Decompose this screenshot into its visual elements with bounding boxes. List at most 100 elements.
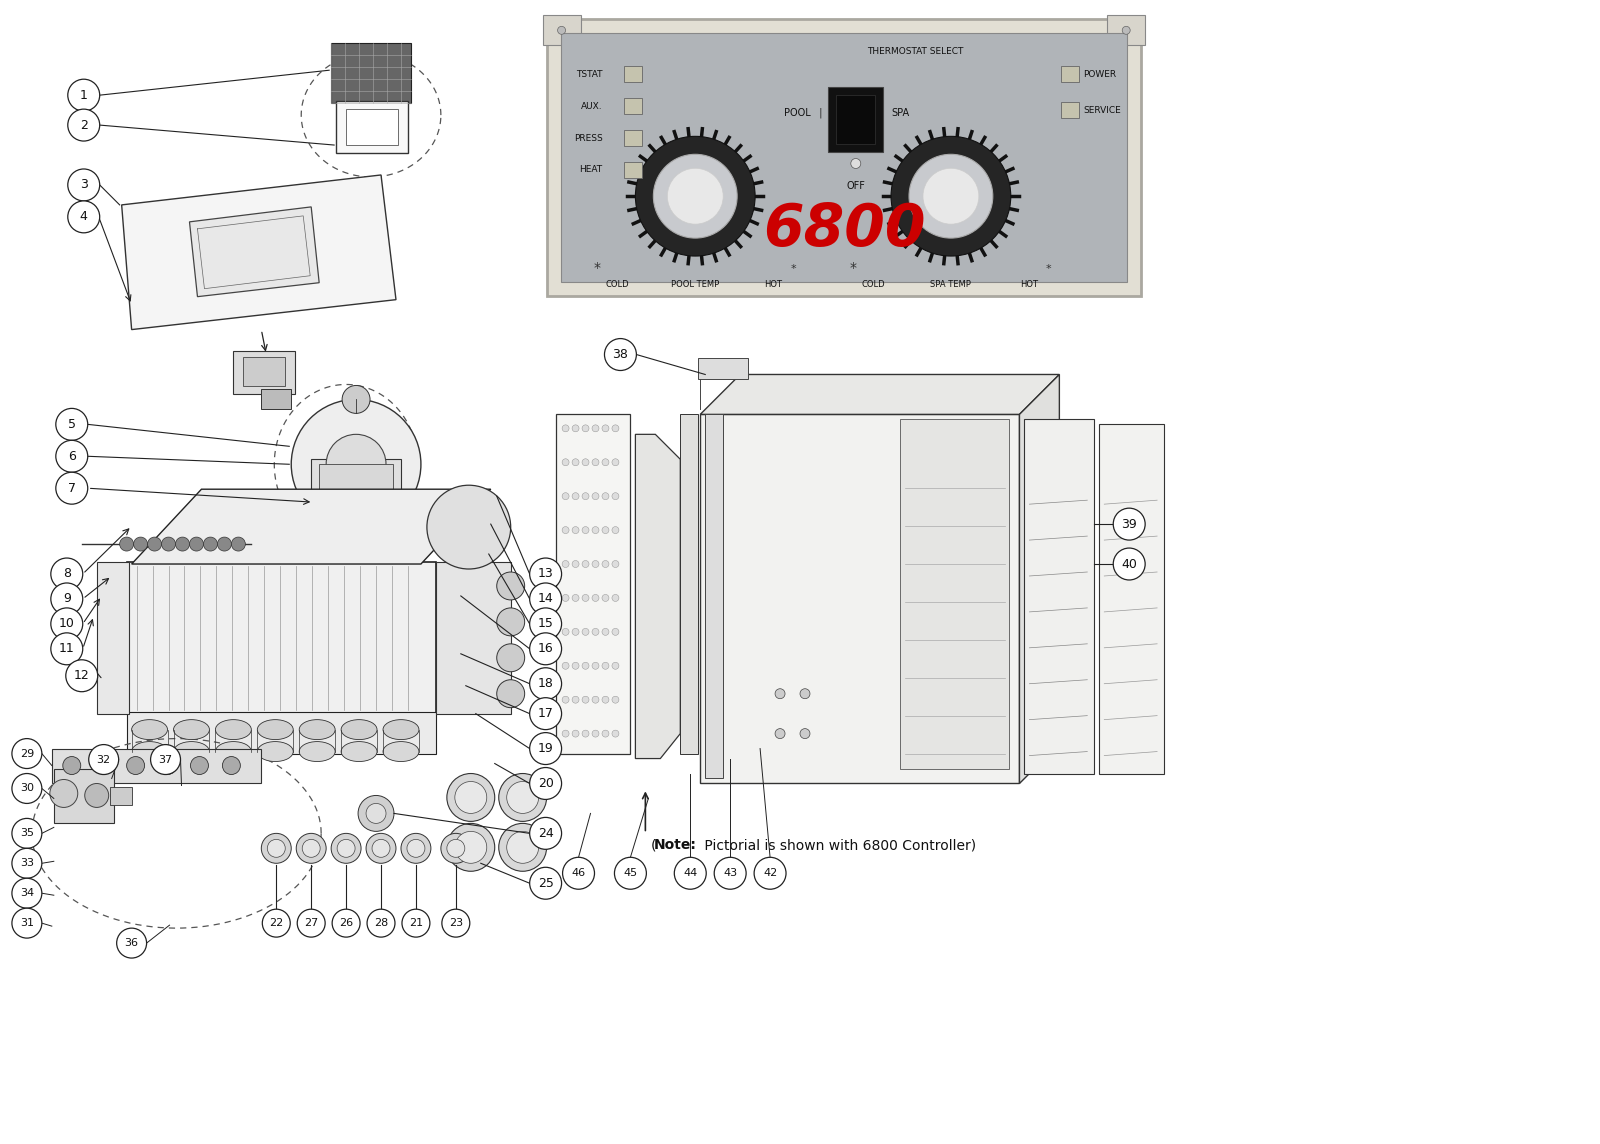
Circle shape [592, 628, 598, 635]
Circle shape [573, 493, 579, 500]
Circle shape [51, 583, 83, 614]
Text: 13: 13 [538, 567, 554, 580]
Bar [346, 109, 398, 145]
Bar [698, 358, 749, 380]
Bar [706, 414, 723, 779]
Ellipse shape [341, 741, 378, 762]
Circle shape [774, 689, 786, 699]
Circle shape [573, 628, 579, 635]
Text: 24: 24 [538, 827, 554, 840]
Circle shape [11, 879, 42, 908]
Circle shape [530, 698, 562, 730]
Text: 40: 40 [1122, 557, 1138, 571]
Circle shape [611, 493, 619, 500]
Ellipse shape [173, 741, 210, 762]
Text: 46: 46 [571, 868, 586, 879]
Circle shape [162, 537, 176, 551]
Text: 30: 30 [19, 784, 34, 794]
Circle shape [11, 818, 42, 849]
Text: 2: 2 [80, 119, 88, 132]
Circle shape [62, 756, 80, 774]
Circle shape [496, 644, 525, 672]
Circle shape [602, 697, 610, 704]
Text: 12: 12 [74, 669, 90, 682]
Circle shape [427, 485, 510, 569]
Circle shape [605, 339, 637, 371]
Circle shape [530, 558, 562, 590]
Circle shape [635, 136, 755, 256]
Bar [54, 769, 114, 824]
Circle shape [611, 697, 619, 704]
Ellipse shape [338, 840, 355, 857]
Circle shape [573, 459, 579, 466]
Text: *: * [1046, 264, 1051, 275]
Text: AUX.: AUX. [581, 102, 603, 111]
Bar [560, 33, 1128, 281]
Ellipse shape [454, 781, 486, 813]
Circle shape [150, 745, 181, 774]
Bar [126, 712, 435, 754]
Text: 31: 31 [19, 919, 34, 928]
Bar [110, 787, 131, 805]
Circle shape [11, 908, 42, 938]
Circle shape [1114, 508, 1146, 540]
Circle shape [602, 628, 610, 635]
Circle shape [67, 201, 99, 233]
Polygon shape [122, 175, 395, 329]
Text: 6800: 6800 [763, 200, 925, 257]
Text: 33: 33 [19, 858, 34, 868]
Circle shape [85, 784, 109, 808]
Circle shape [442, 909, 470, 937]
Circle shape [611, 561, 619, 567]
Ellipse shape [258, 720, 293, 739]
Circle shape [774, 729, 786, 739]
Bar [1061, 66, 1080, 82]
Text: COLD: COLD [606, 280, 629, 289]
Ellipse shape [216, 720, 251, 739]
Circle shape [67, 109, 99, 141]
Circle shape [592, 526, 598, 533]
Text: THERMOSTAT SELECT: THERMOSTAT SELECT [867, 47, 963, 56]
Circle shape [326, 435, 386, 494]
Ellipse shape [366, 803, 386, 824]
Text: 34: 34 [19, 888, 34, 898]
Ellipse shape [258, 741, 293, 762]
Ellipse shape [131, 720, 168, 739]
Circle shape [573, 697, 579, 704]
Bar [624, 66, 642, 82]
Circle shape [530, 583, 562, 614]
Circle shape [1114, 548, 1146, 580]
Text: 25: 25 [538, 876, 554, 890]
Circle shape [562, 730, 570, 737]
Text: 17: 17 [538, 707, 554, 721]
Circle shape [291, 399, 421, 530]
Circle shape [611, 730, 619, 737]
Text: HOT: HOT [765, 280, 782, 289]
Circle shape [562, 424, 570, 431]
Circle shape [218, 537, 232, 551]
Circle shape [298, 909, 325, 937]
Circle shape [573, 595, 579, 602]
Circle shape [562, 561, 570, 567]
Circle shape [562, 662, 570, 669]
Bar [837, 95, 875, 143]
Text: 43: 43 [723, 868, 738, 879]
Circle shape [530, 607, 562, 639]
Ellipse shape [446, 840, 466, 857]
Ellipse shape [366, 833, 395, 864]
Ellipse shape [299, 741, 334, 762]
Circle shape [611, 595, 619, 602]
Circle shape [530, 668, 562, 700]
Circle shape [262, 909, 290, 937]
Text: 28: 28 [374, 919, 389, 928]
Circle shape [94, 756, 112, 774]
Text: 3: 3 [80, 178, 88, 191]
Text: 5: 5 [67, 418, 75, 431]
Polygon shape [189, 207, 318, 296]
Ellipse shape [173, 720, 210, 739]
Ellipse shape [402, 833, 430, 864]
Ellipse shape [267, 840, 285, 857]
Text: 42: 42 [763, 868, 778, 879]
Circle shape [674, 857, 706, 889]
Text: 36: 36 [125, 938, 139, 948]
